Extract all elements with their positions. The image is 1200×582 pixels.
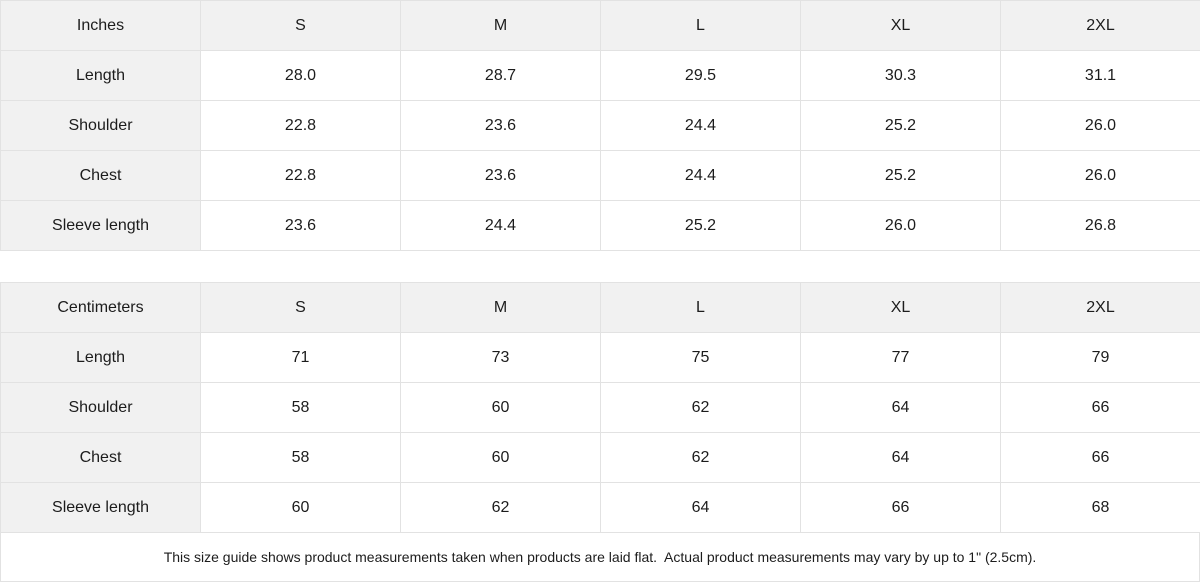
cell-sleeve-length-s: 23.6 xyxy=(201,201,401,251)
table-separator-gap xyxy=(0,251,1200,282)
cell-length-m: 28.7 xyxy=(401,51,601,101)
cell-sleeve-length-2xl: 68 xyxy=(1001,483,1200,533)
row-label-shoulder: Shoulder xyxy=(1,101,201,151)
cell-length-l: 29.5 xyxy=(601,51,801,101)
table-row: Length 71 73 75 77 79 xyxy=(1,333,1200,383)
table-row: Length 28.0 28.7 29.5 30.3 31.1 xyxy=(1,51,1200,101)
cell-sleeve-length-l: 64 xyxy=(601,483,801,533)
size-header-m: M xyxy=(401,283,601,333)
cell-chest-l: 62 xyxy=(601,433,801,483)
cell-sleeve-length-xl: 66 xyxy=(801,483,1001,533)
table-row: Sleeve length 23.6 24.4 25.2 26.0 26.8 xyxy=(1,201,1200,251)
size-header-xl: XL xyxy=(801,283,1001,333)
cell-chest-m: 60 xyxy=(401,433,601,483)
cell-sleeve-length-2xl: 26.8 xyxy=(1001,201,1200,251)
size-header-xl: XL xyxy=(801,1,1001,51)
cell-shoulder-xl: 64 xyxy=(801,383,1001,433)
table-row: Shoulder 58 60 62 64 66 xyxy=(1,383,1200,433)
table-row: Sleeve length 60 62 64 66 68 xyxy=(1,483,1200,533)
size-header-2xl: 2XL xyxy=(1001,283,1200,333)
cell-length-l: 75 xyxy=(601,333,801,383)
cell-length-xl: 77 xyxy=(801,333,1001,383)
cell-shoulder-l: 24.4 xyxy=(601,101,801,151)
table-row: Shoulder 22.8 23.6 24.4 25.2 26.0 xyxy=(1,101,1200,151)
size-header-l: L xyxy=(601,283,801,333)
size-table-centimeters-body: Length 71 73 75 77 79 Shoulder 58 60 62 … xyxy=(1,333,1200,533)
size-table-centimeters-header: Centimeters S M L XL 2XL xyxy=(1,283,1200,333)
cell-length-s: 28.0 xyxy=(201,51,401,101)
size-table-centimeters: Centimeters S M L XL 2XL Length 71 73 75… xyxy=(0,282,1200,533)
footnote-text: This size guide shows product measuremen… xyxy=(164,548,1037,566)
cell-sleeve-length-xl: 26.0 xyxy=(801,201,1001,251)
size-table-inches: Inches S M L XL 2XL Length 28.0 28.7 29.… xyxy=(0,0,1200,251)
cell-chest-m: 23.6 xyxy=(401,151,601,201)
size-header-l: L xyxy=(601,1,801,51)
size-header-s: S xyxy=(201,1,401,51)
cell-length-2xl: 79 xyxy=(1001,333,1200,383)
row-label-sleeve-length: Sleeve length xyxy=(1,483,201,533)
cell-length-xl: 30.3 xyxy=(801,51,1001,101)
size-header-s: S xyxy=(201,283,401,333)
unit-label-centimeters: Centimeters xyxy=(1,283,201,333)
row-label-length: Length xyxy=(1,51,201,101)
size-table-inches-header: Inches S M L XL 2XL xyxy=(1,1,1200,51)
table-header-row: Inches S M L XL 2XL xyxy=(1,1,1200,51)
cell-length-m: 73 xyxy=(401,333,601,383)
table-header-row: Centimeters S M L XL 2XL xyxy=(1,283,1200,333)
cell-shoulder-xl: 25.2 xyxy=(801,101,1001,151)
cell-shoulder-s: 58 xyxy=(201,383,401,433)
row-label-shoulder: Shoulder xyxy=(1,383,201,433)
size-header-2xl: 2XL xyxy=(1001,1,1200,51)
cell-chest-l: 24.4 xyxy=(601,151,801,201)
size-table-inches-body: Length 28.0 28.7 29.5 30.3 31.1 Shoulder… xyxy=(1,51,1200,251)
cell-shoulder-s: 22.8 xyxy=(201,101,401,151)
row-label-sleeve-length: Sleeve length xyxy=(1,201,201,251)
cell-length-2xl: 31.1 xyxy=(1001,51,1200,101)
cell-sleeve-length-l: 25.2 xyxy=(601,201,801,251)
row-label-chest: Chest xyxy=(1,151,201,201)
cell-shoulder-2xl: 26.0 xyxy=(1001,101,1200,151)
cell-chest-2xl: 66 xyxy=(1001,433,1200,483)
cell-shoulder-l: 62 xyxy=(601,383,801,433)
cell-sleeve-length-m: 24.4 xyxy=(401,201,601,251)
cell-chest-s: 58 xyxy=(201,433,401,483)
size-guide-footnote: This size guide shows product measuremen… xyxy=(0,533,1200,582)
cell-sleeve-length-s: 60 xyxy=(201,483,401,533)
row-label-chest: Chest xyxy=(1,433,201,483)
cell-chest-xl: 64 xyxy=(801,433,1001,483)
cell-sleeve-length-m: 62 xyxy=(401,483,601,533)
unit-label-inches: Inches xyxy=(1,1,201,51)
cell-chest-2xl: 26.0 xyxy=(1001,151,1200,201)
size-header-m: M xyxy=(401,1,601,51)
cell-length-s: 71 xyxy=(201,333,401,383)
cell-shoulder-m: 60 xyxy=(401,383,601,433)
cell-chest-s: 22.8 xyxy=(201,151,401,201)
row-label-length: Length xyxy=(1,333,201,383)
table-row: Chest 58 60 62 64 66 xyxy=(1,433,1200,483)
table-row: Chest 22.8 23.6 24.4 25.2 26.0 xyxy=(1,151,1200,201)
cell-shoulder-2xl: 66 xyxy=(1001,383,1200,433)
cell-chest-xl: 25.2 xyxy=(801,151,1001,201)
cell-shoulder-m: 23.6 xyxy=(401,101,601,151)
